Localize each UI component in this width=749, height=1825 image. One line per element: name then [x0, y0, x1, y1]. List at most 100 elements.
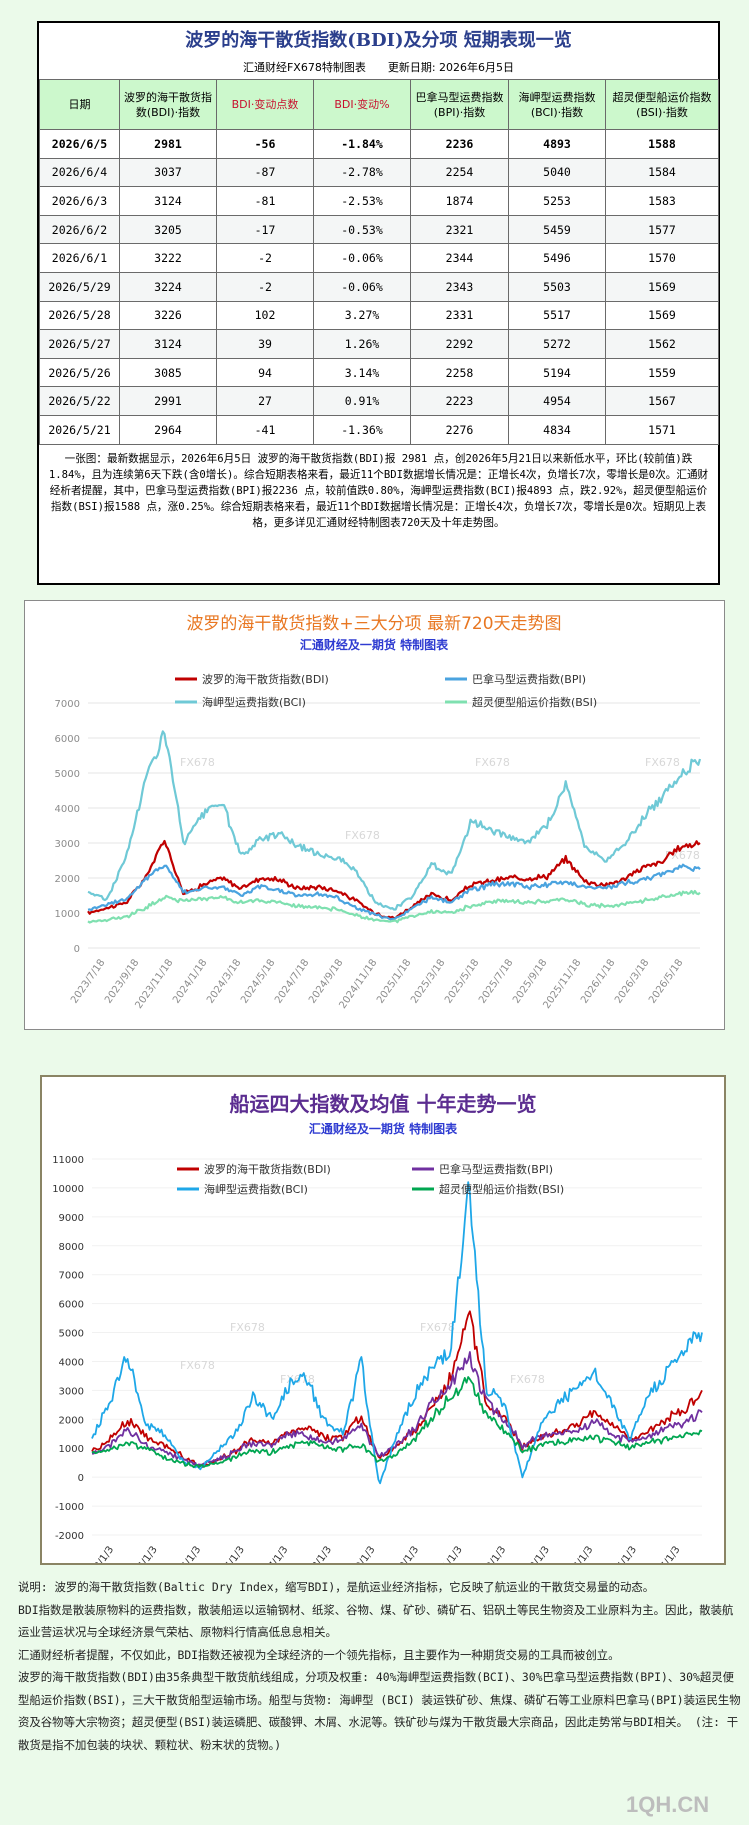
cell-bdi-change: -87 [216, 157, 314, 188]
y-tick-label: 3000 [59, 1386, 84, 1397]
x-tick-label: 2026/1/18 [579, 957, 617, 1005]
x-tick-label: 2024/3/18 [205, 957, 243, 1005]
cell-bdi-change: -81 [216, 186, 314, 216]
cell-bdi-change-pct: -2.53% [313, 186, 411, 216]
y-tick-label: 5000 [55, 769, 80, 780]
table-update-date: 更新日期: 2026年6月5日 [387, 61, 515, 74]
note-paragraph: 波罗的海干散货指数(BDI)由35条典型干散货航线组成，分项及权重: 40%海岬… [18, 1670, 741, 1752]
cell-bdi: 2981 [119, 129, 217, 159]
cell-date: 2026/6/2 [39, 214, 120, 245]
y-tick-label: 11000 [52, 1155, 84, 1166]
cell-bdi: 3085 [119, 357, 217, 388]
note-paragraph: 说明: 波罗的海干散货指数(Baltic Dry Index，缩写BDI)，是航… [18, 1580, 655, 1594]
table-row: 2026/5/27 3124 39 1.26% 2292 5272 1562 [39, 329, 719, 359]
cell-bci: 5040 [508, 157, 606, 188]
col-header-bdi-change: BDI·变动点数 [216, 79, 314, 130]
chart-watermark: FX678 [510, 1373, 545, 1386]
y-tick-label: 4000 [55, 804, 80, 815]
explanation-notes: 说明: 波罗的海干散货指数(Baltic Dry Index，缩写BDI)，是航… [18, 1576, 743, 1756]
table-row: 2026/5/29 3224 -2 -0.06% 2343 5503 1569 [39, 271, 719, 302]
cell-bdi-change-pct: -2.78% [313, 157, 411, 188]
y-tick-label: 1000 [59, 1444, 84, 1455]
cell-bci: 5517 [508, 300, 606, 331]
cell-bdi: 3037 [119, 157, 217, 188]
series-line [87, 863, 701, 921]
y-tick-label: 8000 [59, 1242, 84, 1253]
cell-bdi-change-pct: -1.36% [313, 414, 411, 445]
cell-bdi-change: 27 [216, 386, 314, 416]
cell-bpi: 2321 [410, 214, 509, 245]
cell-bsi: 1559 [605, 357, 719, 388]
legend-label: 海岬型运费指数(BCI) [202, 695, 306, 709]
y-tick-label: 2000 [59, 1415, 84, 1426]
x-tick-label: 2016/1/3 [212, 1544, 247, 1563]
chart-watermark: FX678 [420, 1321, 455, 1334]
cell-bdi-change: -41 [216, 414, 314, 445]
cell-date: 2026/5/22 [39, 386, 120, 416]
legend-label: 波罗的海干散货指数(BDI) [204, 1162, 331, 1176]
note-paragraph: BDI指数是散装原物料的运费指数，散装船运以运输钢材、纸浆、谷物、煤、矿砂、磷矿… [18, 1602, 734, 1640]
x-tick-label: 2024/1/3 [561, 1544, 596, 1563]
chart-watermark: FX678 [180, 756, 215, 769]
chart-watermark: FX678 [345, 829, 380, 842]
cell-bsi: 1569 [605, 271, 719, 302]
legend-label: 巴拿马型运费指数(BPI) [439, 1162, 553, 1176]
cell-bdi: 3224 [119, 271, 217, 302]
x-tick-label: 2025/9/18 [511, 957, 549, 1005]
x-tick-label: 2025/3/18 [409, 957, 447, 1005]
cell-bsi: 1588 [605, 129, 719, 159]
y-tick-label: 7000 [59, 1271, 84, 1282]
cell-bdi-change-pct: -0.06% [313, 271, 411, 302]
cell-bdi-change-pct: 0.91% [313, 386, 411, 416]
cell-bdi-change: 102 [216, 300, 314, 331]
series-line [87, 889, 701, 924]
y-tick-label: 1000 [55, 909, 80, 920]
cell-date: 2026/5/21 [39, 414, 120, 445]
table-row: 2026/6/2 3205 -17 -0.53% 2321 5459 1577 [39, 214, 719, 245]
cell-bci: 5496 [508, 243, 606, 273]
x-tick-label: 2024/9/18 [307, 957, 345, 1005]
legend-label: 海岬型运费指数(BCI) [204, 1182, 308, 1196]
y-tick-label: 2000 [55, 874, 80, 885]
table-row: 2026/5/22 2991 27 0.91% 2223 4954 1567 [39, 386, 719, 416]
cell-bci: 5272 [508, 329, 606, 359]
cell-bdi: 2991 [119, 386, 217, 416]
cell-bci: 4893 [508, 129, 606, 159]
legend-label: 超灵便型船运价指数(BSI) [472, 695, 597, 709]
series-line [91, 1376, 703, 1469]
chart-ten-year-panel: 船运四大指数及均值 十年走势一览 汇通财经及一期货 特制图表 -2000 -1000 0… [40, 1075, 726, 1565]
col-header-bdi: 波罗的海干散货指数(BDI)·指数 [119, 79, 217, 130]
x-tick-label: 2015/1/3 [169, 1544, 204, 1563]
cell-bdi-change: -56 [216, 129, 314, 159]
cell-bdi: 3226 [119, 300, 217, 331]
site-watermark: 1QH.CN [626, 1792, 710, 1817]
y-tick-label: 6000 [59, 1300, 84, 1311]
cell-bpi: 2331 [410, 300, 509, 331]
cell-bsi: 1569 [605, 300, 719, 331]
x-tick-label: 2021/1/3 [430, 1544, 465, 1563]
cell-bpi: 2292 [410, 329, 509, 359]
cell-bdi-change-pct: -0.53% [313, 214, 411, 245]
cell-bsi: 1570 [605, 243, 719, 273]
table-row: 2026/5/28 3226 102 3.27% 2331 5517 1569 [39, 300, 719, 331]
y-tick-label: 0 [74, 944, 80, 955]
x-tick-label: 2026/3/18 [613, 957, 651, 1005]
table-row: 2026/6/4 3037 -87 -2.78% 2254 5040 1584 [39, 157, 719, 188]
cell-bsi: 1583 [605, 186, 719, 216]
cell-bci: 5194 [508, 357, 606, 388]
y-tick-label: 10000 [52, 1184, 84, 1195]
cell-date: 2026/5/28 [39, 300, 120, 331]
col-header-bsi: 超灵便型船运价指数(BSI)·指数 [605, 79, 719, 130]
legend-label: 波罗的海干散货指数(BDI) [202, 672, 329, 686]
cell-bsi: 1562 [605, 329, 719, 359]
cell-bdi-change-pct: 3.14% [313, 357, 411, 388]
x-tick-label: 2022/1/3 [474, 1544, 509, 1563]
table-summary: 一张图：最新数据显示，2026年6月5日 波罗的海干散货指数(BDI)报 298… [48, 452, 709, 529]
y-tick-label: 7000 [55, 699, 80, 710]
chart-720-day-panel: 波罗的海干散货指数+三大分项 最新720天走势图 汇通财经及一期货 特制图表 0 10… [24, 600, 725, 1030]
cell-bdi: 3222 [119, 243, 217, 273]
cell-bdi: 2964 [119, 414, 217, 445]
x-tick-label: 2024/1/18 [171, 957, 209, 1005]
table-body: 2026/6/5 2981 -56 -1.84% 2236 4893 1588 2026/6/… [39, 129, 719, 445]
